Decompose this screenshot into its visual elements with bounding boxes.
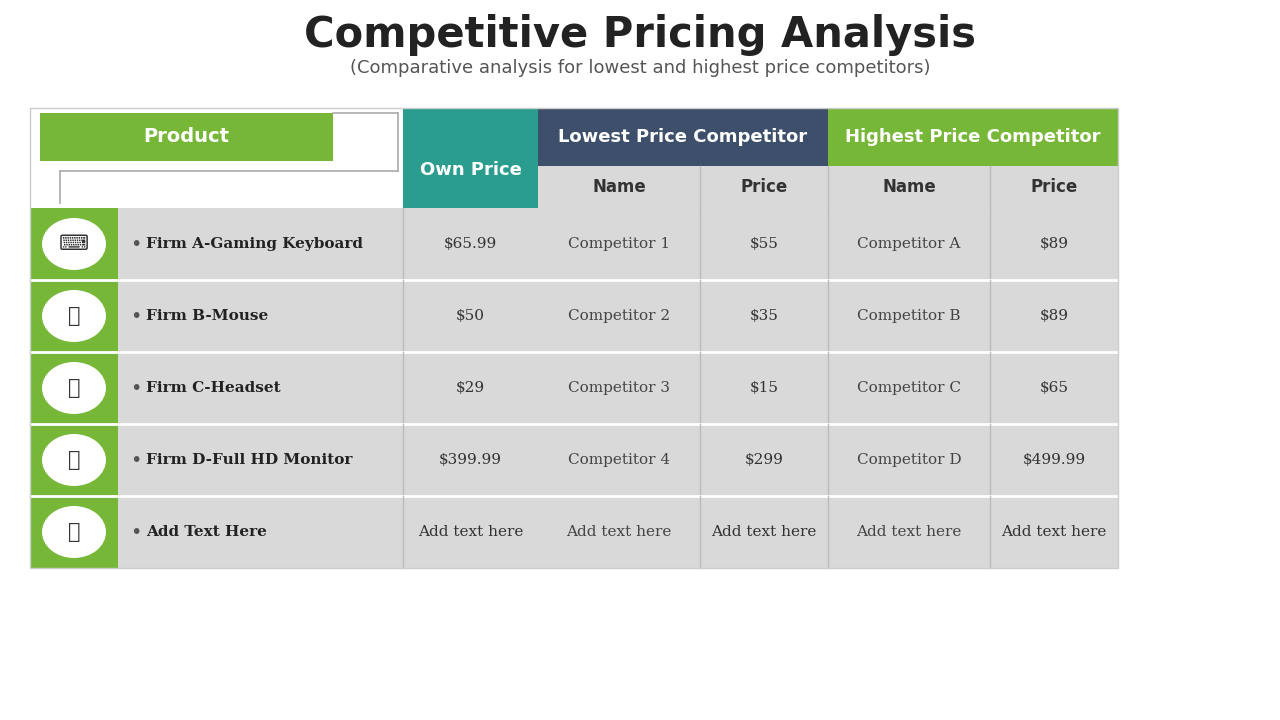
Text: (Comparative analysis for lowest and highest price competitors): (Comparative analysis for lowest and hig… bbox=[349, 59, 931, 77]
Text: Competitive Pricing Analysis: Competitive Pricing Analysis bbox=[305, 14, 977, 56]
Text: Add text here: Add text here bbox=[1001, 525, 1107, 539]
Text: $55: $55 bbox=[750, 237, 778, 251]
Text: •: • bbox=[131, 379, 142, 397]
Text: $65: $65 bbox=[1039, 381, 1069, 395]
Text: $89: $89 bbox=[1039, 309, 1069, 323]
Text: 🔍: 🔍 bbox=[68, 522, 81, 542]
Text: Firm B-Mouse: Firm B-Mouse bbox=[146, 309, 269, 323]
Ellipse shape bbox=[42, 434, 106, 486]
Text: $29: $29 bbox=[456, 381, 485, 395]
Text: Competitor 3: Competitor 3 bbox=[568, 381, 669, 395]
Bar bbox=[828, 108, 1117, 166]
Text: Add text here: Add text here bbox=[712, 525, 817, 539]
Bar bbox=[40, 113, 333, 161]
Text: Competitor 1: Competitor 1 bbox=[568, 237, 669, 251]
Text: $15: $15 bbox=[750, 381, 778, 395]
Text: •: • bbox=[131, 523, 142, 541]
Bar bbox=[118, 280, 1117, 352]
Bar bbox=[118, 496, 1117, 568]
Text: Lowest Price Competitor: Lowest Price Competitor bbox=[558, 128, 808, 146]
Text: $399.99: $399.99 bbox=[439, 453, 502, 467]
Text: 🖥: 🖥 bbox=[68, 450, 81, 470]
Text: $65.99: $65.99 bbox=[444, 237, 497, 251]
Ellipse shape bbox=[42, 506, 106, 558]
Text: Name: Name bbox=[882, 178, 936, 196]
Text: Add text here: Add text here bbox=[417, 525, 524, 539]
Text: Price: Price bbox=[1030, 178, 1078, 196]
Text: Firm A-Gaming Keyboard: Firm A-Gaming Keyboard bbox=[146, 237, 364, 251]
Bar bbox=[538, 166, 1117, 208]
Text: Name: Name bbox=[593, 178, 646, 196]
Text: $299: $299 bbox=[745, 453, 783, 467]
Text: Competitor D: Competitor D bbox=[856, 453, 961, 467]
Text: $499.99: $499.99 bbox=[1023, 453, 1085, 467]
Text: Competitor B: Competitor B bbox=[858, 309, 961, 323]
Text: •: • bbox=[131, 235, 142, 253]
Text: Add text here: Add text here bbox=[566, 525, 672, 539]
Bar bbox=[538, 108, 828, 166]
Bar bbox=[118, 208, 1117, 280]
Bar bbox=[118, 352, 1117, 424]
Text: 🎧: 🎧 bbox=[68, 378, 81, 398]
Text: Own Price: Own Price bbox=[420, 161, 521, 179]
Text: Price: Price bbox=[740, 178, 787, 196]
Text: $50: $50 bbox=[456, 309, 485, 323]
Text: 🖱: 🖱 bbox=[68, 306, 81, 326]
Text: Add text here: Add text here bbox=[856, 525, 961, 539]
Text: Firm D-Full HD Monitor: Firm D-Full HD Monitor bbox=[146, 453, 352, 467]
Text: •: • bbox=[131, 307, 142, 325]
Text: Competitor C: Competitor C bbox=[858, 381, 961, 395]
Text: •: • bbox=[131, 451, 142, 469]
Bar bbox=[29, 108, 1117, 568]
Ellipse shape bbox=[42, 362, 106, 414]
Text: Firm C-Headset: Firm C-Headset bbox=[146, 381, 280, 395]
Text: Competitor A: Competitor A bbox=[858, 237, 961, 251]
Ellipse shape bbox=[42, 218, 106, 270]
Text: $35: $35 bbox=[750, 309, 778, 323]
Text: Competitor 4: Competitor 4 bbox=[568, 453, 669, 467]
Text: Competitor 2: Competitor 2 bbox=[568, 309, 669, 323]
Text: Product: Product bbox=[143, 127, 229, 146]
Bar bbox=[118, 424, 1117, 496]
Text: Highest Price Competitor: Highest Price Competitor bbox=[845, 128, 1101, 146]
Ellipse shape bbox=[42, 290, 106, 342]
Bar bbox=[403, 108, 538, 208]
Text: ⌨: ⌨ bbox=[59, 234, 90, 254]
Bar bbox=[29, 208, 118, 568]
Text: $89: $89 bbox=[1039, 237, 1069, 251]
Text: Add Text Here: Add Text Here bbox=[146, 525, 266, 539]
